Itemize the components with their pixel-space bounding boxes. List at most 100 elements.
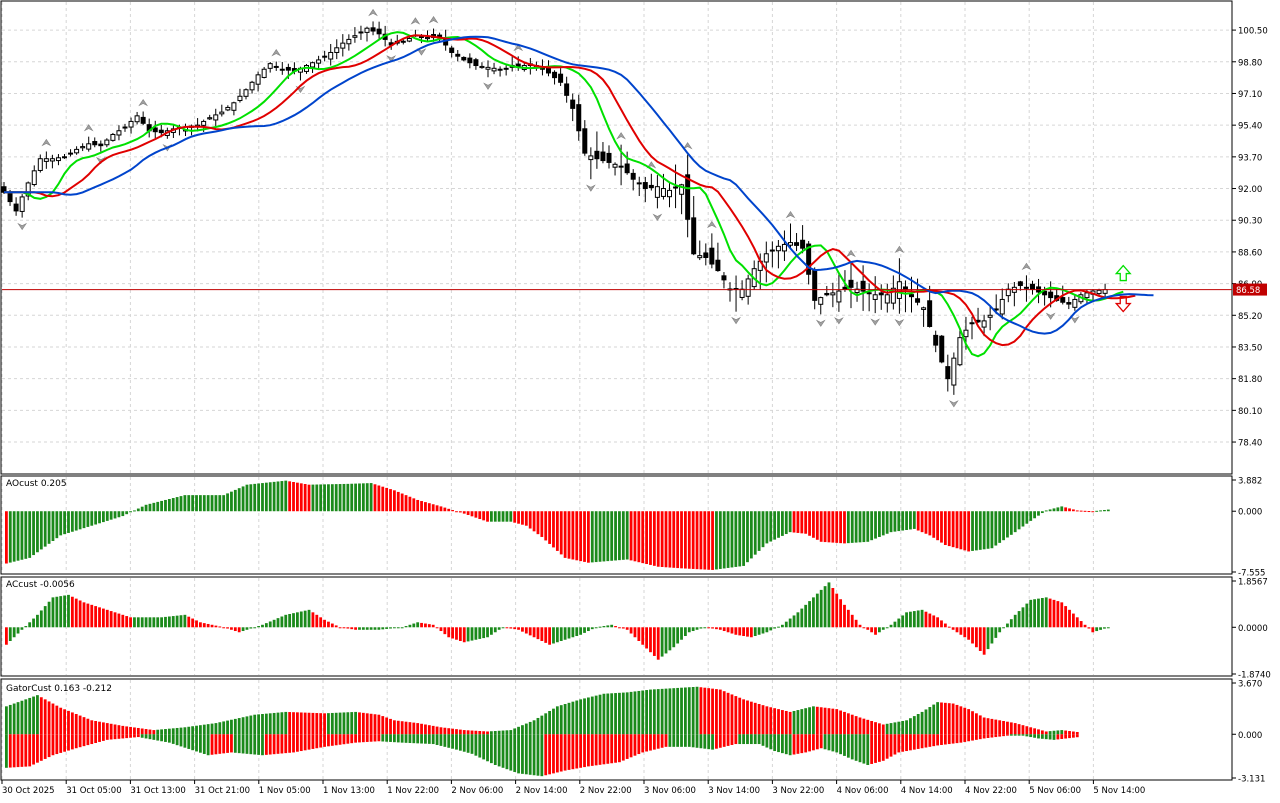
gator-lower-bar (711, 734, 714, 750)
gator-upper-bar (975, 713, 978, 735)
ac-histogram-bar (393, 627, 396, 629)
candle (110, 132, 116, 142)
ac-histogram-bar (187, 616, 191, 628)
gator-upper-bar (12, 703, 16, 735)
ao-histogram-bar (781, 511, 784, 536)
bull-candle-body (352, 35, 358, 38)
gator-lower-bar (133, 734, 136, 738)
candle (249, 80, 255, 94)
candle (225, 105, 231, 112)
gator-upper-bar (955, 704, 959, 735)
ao-histogram-bar (230, 491, 233, 512)
ao-histogram-bar (1068, 508, 1071, 512)
candle (279, 61, 285, 75)
ac-histogram-bar (327, 621, 330, 628)
bull-candle-body (37, 158, 43, 171)
candle (769, 241, 775, 268)
gator-upper-bar (82, 717, 86, 735)
bull-candle-body (884, 294, 890, 304)
candle (74, 146, 80, 155)
ao-histogram-bar (191, 495, 195, 512)
time-axis-label: 1 Nov 22:00 (387, 786, 439, 796)
ac-histogram-bar (854, 619, 858, 628)
gator-lower-bar (990, 734, 994, 738)
ao-histogram-bar (812, 511, 815, 538)
ao-histogram-bar (431, 504, 435, 512)
ac-histogram-bar (214, 625, 218, 628)
ac-histogram-bar (470, 627, 474, 641)
gator-lower-bar (24, 734, 28, 767)
gator-lower-bar (668, 734, 672, 747)
ao-histogram-bar (1060, 506, 1064, 512)
ao-histogram-bar (715, 511, 718, 570)
gator-upper-bar (528, 721, 532, 735)
gator-lower-bar (167, 734, 171, 743)
ao-histogram-bar (932, 511, 936, 538)
ao-histogram-bar (264, 482, 268, 512)
down-fractal-arrow (1045, 312, 1056, 320)
gator-upper-bar (109, 723, 113, 735)
ac-histogram-bar (1033, 599, 1036, 628)
ao-histogram-bar (272, 481, 276, 512)
gator-lower-bar (1029, 734, 1033, 738)
gator-upper-bar (307, 712, 311, 735)
candle (207, 114, 213, 120)
ao-histogram-bar (462, 511, 466, 514)
gator-lower-bar (292, 734, 295, 753)
gator-upper-bar (447, 728, 451, 735)
gator-upper-bar (195, 725, 198, 735)
ao-panel-label: AOcust 0.205 (6, 479, 67, 489)
gator-upper-bar (819, 707, 823, 735)
bear-candle-body (152, 127, 158, 133)
gator-upper-bar (199, 725, 202, 735)
ac-histogram-bar (5, 627, 8, 645)
gator-lower-bar (916, 734, 920, 749)
gator-lower-bar (51, 734, 55, 756)
gator-lower-bar (253, 734, 257, 755)
ac-histogram-bar (338, 627, 342, 629)
bull-candle-body (400, 40, 406, 43)
ao-histogram-bar (55, 511, 59, 539)
gator-upper-bar (881, 724, 885, 735)
gator-upper-bar (521, 725, 524, 735)
gator-lower-bar (765, 734, 769, 748)
gator-lower-bar (722, 734, 726, 747)
ao-histogram-bar (63, 511, 66, 535)
gator-upper-bar (936, 702, 939, 735)
time-axis-label: 5 Nov 06:00 (1029, 786, 1081, 796)
ao-histogram-bar (866, 511, 870, 542)
ac-histogram-bar (167, 616, 171, 628)
ao-histogram-bar (827, 511, 831, 543)
down-fractal-arrow (483, 82, 493, 90)
ao-histogram-bar (28, 511, 32, 558)
gator-lower-bar (354, 734, 357, 743)
gator-upper-bar (164, 729, 167, 735)
gator-upper-bar (36, 695, 39, 735)
candle (128, 117, 134, 134)
gator-lower-bar (521, 734, 524, 774)
bear-candle-body (800, 239, 806, 249)
down-fractal-arrow (731, 316, 741, 325)
down-fractal-arrow (894, 318, 905, 327)
gator-lower-bar (296, 734, 299, 752)
ao-histogram-bar (420, 501, 423, 512)
gator-upper-bar (113, 724, 117, 735)
gator-upper-bar (579, 699, 583, 735)
gator-upper-bar (901, 720, 905, 735)
bull-candle-body (358, 31, 364, 34)
gator-lower-bar (55, 734, 59, 755)
gator-lower-bar (32, 734, 35, 765)
ac-histogram-bar (105, 609, 109, 628)
gator-upper-bar (567, 702, 571, 735)
gator-lower-bar (548, 734, 551, 775)
ac-histogram-bar (408, 624, 412, 628)
bear-candle-body (1048, 291, 1054, 299)
gator-lower-bar (47, 734, 51, 758)
ac-histogram-bar (233, 627, 237, 632)
ao-histogram-bar (559, 511, 563, 555)
gator-upper-bar (552, 708, 555, 735)
ao-histogram (5, 480, 1110, 570)
ao-histogram-bar (1079, 510, 1083, 512)
bear-candle-body (933, 334, 939, 346)
